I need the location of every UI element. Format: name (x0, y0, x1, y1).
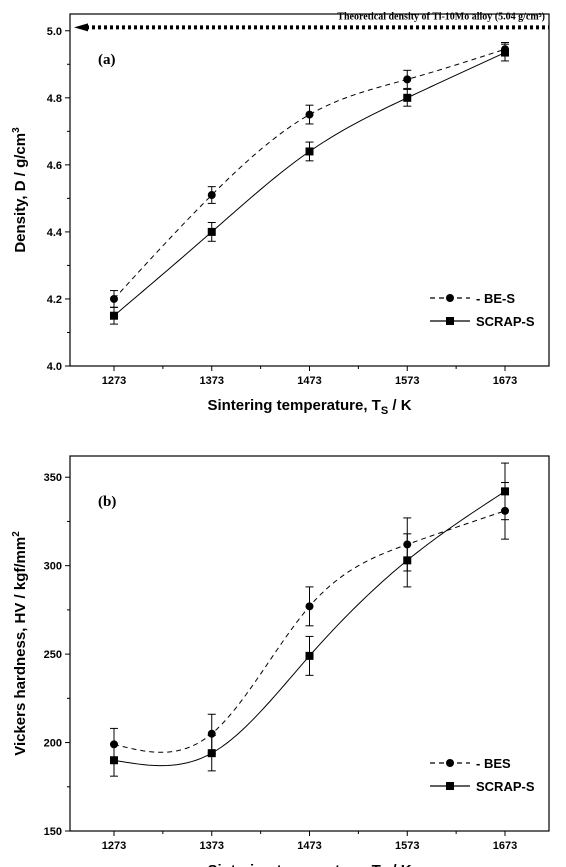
y-tick-label: 250 (44, 649, 62, 661)
data-point (403, 93, 412, 102)
y-tick-label: 5.0 (47, 26, 62, 38)
data-point (305, 110, 314, 119)
x-tick-label: 1373 (200, 840, 224, 852)
x-tick-label: 1273 (102, 840, 126, 852)
y-tick-label: 150 (44, 826, 62, 838)
y-tick-label: 4.0 (47, 361, 62, 373)
data-point (207, 191, 216, 200)
series-square (109, 43, 510, 325)
series-circle (109, 482, 510, 761)
y-tick-label: 4.2 (47, 294, 62, 306)
y-tick-label: 200 (44, 738, 62, 750)
series-line (113, 510, 506, 753)
reference-line-label: Theoretical density of Ti-10Mo alloy (5.… (337, 11, 545, 22)
legend-label: SCRAP-S (476, 779, 535, 794)
data-point (207, 227, 216, 236)
data-point (501, 48, 510, 57)
panel-label: (a) (98, 52, 116, 68)
data-point (207, 749, 216, 758)
data-point (403, 556, 412, 565)
legend: - BES SCRAP-S (430, 756, 535, 794)
data-point (305, 602, 314, 611)
x-tick-label: 1473 (297, 840, 321, 852)
data-point (109, 294, 118, 303)
series-square (109, 462, 510, 777)
chart-panel-a: 1273 1373 1473 1573 1673 4.0 4.2 4.4 4.6 4.8 5.0 Th… (11, 11, 550, 417)
legend-marker (446, 759, 454, 767)
y-axis-label: Density, D / g/cm3 (11, 127, 29, 253)
y-tick-label: 350 (44, 472, 62, 484)
legend-marker (446, 782, 454, 790)
y-axis-label: Vickers hardness, HV / kgf/mm2 (11, 531, 29, 756)
panel-label: (b) (98, 494, 116, 510)
data-point (305, 147, 314, 156)
x-tick-label: 1273 (102, 375, 126, 387)
legend-marker (446, 294, 454, 302)
x-tick-label: 1373 (200, 375, 224, 387)
chart-panel-b: 1273 1373 1473 1573 1673 150 200 250 300 350 (b) - … (11, 455, 550, 867)
y-tick-label: 4.4 (47, 227, 63, 239)
x-tick-label: 1573 (395, 375, 419, 387)
series-line (113, 490, 506, 767)
series-line (113, 52, 506, 317)
data-point (305, 651, 314, 660)
x-tick-label: 1473 (297, 375, 321, 387)
x-tick-label: 1673 (493, 375, 517, 387)
y-tick-label: 4.6 (47, 160, 62, 172)
legend: - BE-S SCRAP-S (430, 291, 535, 329)
x-tick-label: 1573 (395, 840, 419, 852)
x-axis-label: Sintering temperature, TS / K (207, 862, 411, 867)
legend-label: - BES (476, 756, 511, 771)
data-point (109, 311, 118, 320)
data-point (403, 75, 412, 84)
data-point (109, 756, 118, 765)
y-tick-label: 300 (44, 561, 62, 573)
x-axis-label: Sintering temperature, TS / K (207, 397, 411, 417)
legend-label: SCRAP-S (476, 314, 535, 329)
x-tick-label: 1673 (493, 840, 517, 852)
legend-marker (446, 317, 454, 325)
y-tick-label: 4.8 (47, 93, 62, 105)
series-line (113, 48, 506, 300)
arrow-left-icon (74, 23, 88, 32)
data-point (501, 487, 510, 496)
legend-label: - BE-S (476, 291, 515, 306)
